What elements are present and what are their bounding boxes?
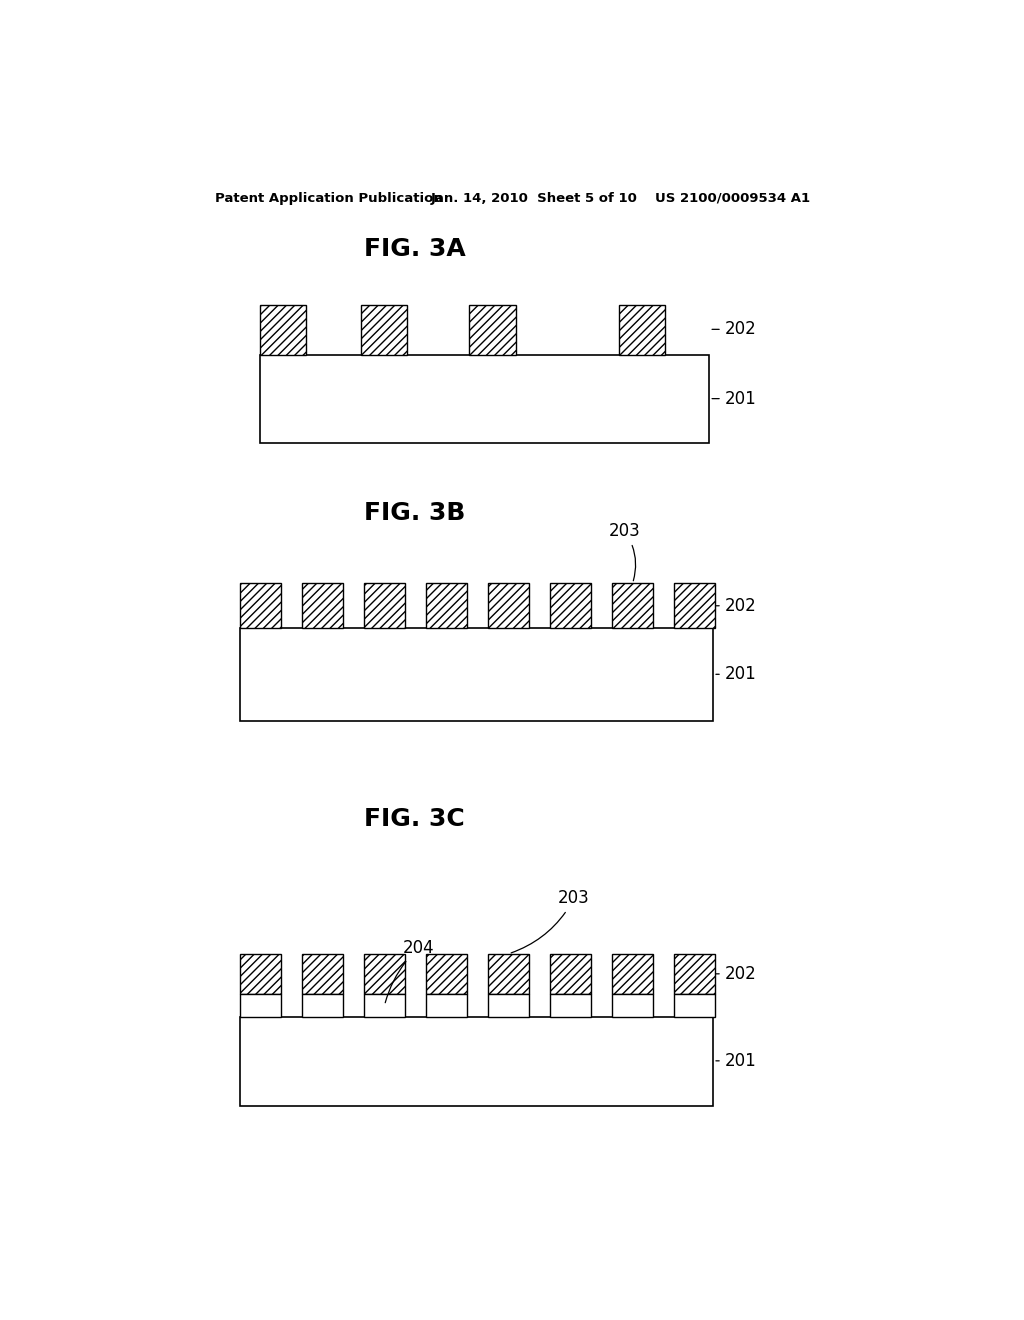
Bar [469, 305, 515, 355]
Text: Patent Application Publication: Patent Application Publication [215, 191, 442, 205]
Bar [260, 355, 710, 444]
Text: 202: 202 [712, 321, 757, 338]
Text: US 2100/0009534 A1: US 2100/0009534 A1 [655, 191, 810, 205]
Bar [488, 954, 528, 994]
Bar [426, 583, 467, 628]
Text: 203: 203 [608, 523, 640, 581]
Text: 201: 201 [716, 665, 757, 684]
Bar [488, 994, 528, 1016]
Text: FIG. 3C: FIG. 3C [365, 807, 465, 832]
Bar [426, 994, 467, 1016]
Text: FIG. 3B: FIG. 3B [365, 500, 466, 524]
Bar [360, 305, 407, 355]
Bar [618, 305, 665, 355]
Bar [675, 583, 715, 628]
Text: 202: 202 [716, 965, 757, 983]
Bar [241, 994, 281, 1016]
Bar [550, 583, 591, 628]
Bar [550, 994, 591, 1016]
Bar [241, 583, 281, 628]
Bar [612, 954, 652, 994]
Text: 202: 202 [716, 597, 757, 615]
Text: 201: 201 [712, 389, 757, 408]
Bar [260, 305, 306, 355]
Bar [675, 994, 715, 1016]
Bar [550, 954, 591, 994]
Bar [241, 954, 281, 994]
Bar [365, 583, 404, 628]
Bar [675, 954, 715, 994]
Bar [488, 583, 528, 628]
Text: 201: 201 [716, 1052, 757, 1069]
Bar [612, 583, 652, 628]
Bar [302, 994, 343, 1016]
Bar [302, 954, 343, 994]
Text: FIG. 3A: FIG. 3A [364, 238, 466, 261]
Bar [426, 954, 467, 994]
Bar [365, 954, 404, 994]
Bar [241, 628, 713, 721]
Bar [365, 994, 404, 1016]
Bar [302, 583, 343, 628]
Bar [612, 994, 652, 1016]
Text: 204: 204 [385, 939, 435, 1003]
Bar [241, 1016, 713, 1106]
Text: Jan. 14, 2010  Sheet 5 of 10: Jan. 14, 2010 Sheet 5 of 10 [430, 191, 637, 205]
Text: 203: 203 [511, 890, 590, 953]
